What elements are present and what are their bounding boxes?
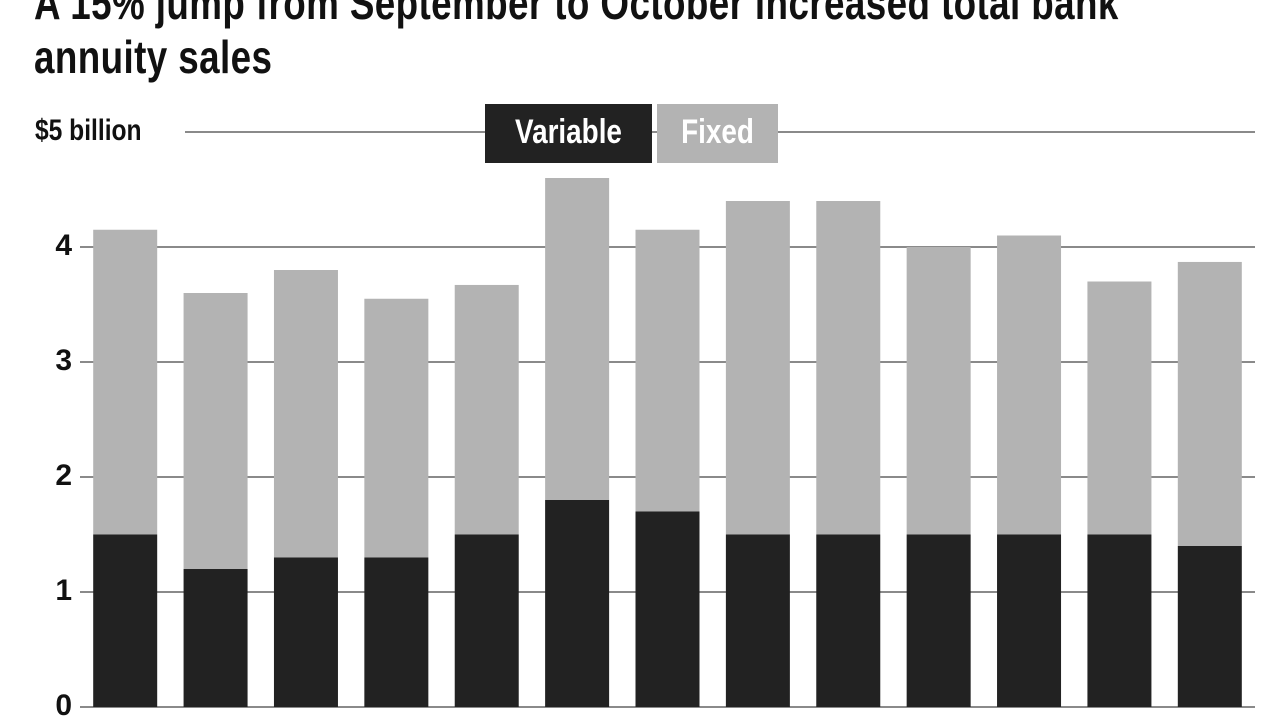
- bar-segment: [93, 534, 158, 707]
- bar-segment: [454, 534, 519, 707]
- bar-segment: [545, 178, 610, 500]
- legend-label: Variable: [515, 112, 622, 150]
- bar-segment: [635, 229, 700, 512]
- y-tick-label: 2: [55, 459, 72, 492]
- chart-title: A 15% jump from September to October inc…: [34, 0, 1119, 83]
- bar-segment: [183, 293, 248, 569]
- bar-segment: [997, 534, 1062, 707]
- bar-segment: [1177, 546, 1242, 707]
- bar-segment: [1087, 534, 1152, 707]
- bar-segment: [183, 569, 248, 707]
- bar-segment: [364, 557, 429, 707]
- y-tick-label: 1: [55, 574, 72, 607]
- y-tick-label: 3: [55, 344, 72, 377]
- bar-segment: [906, 534, 971, 707]
- bar-segment: [906, 247, 971, 535]
- bar-segment: [816, 201, 881, 535]
- bar-segment: [635, 511, 700, 707]
- bar-segment: [1177, 261, 1242, 546]
- bar-segment: [1087, 281, 1152, 535]
- y-tick-label: 0: [55, 689, 72, 720]
- bar-segment: [364, 298, 429, 558]
- bar-segment: [273, 557, 338, 707]
- y-tick-label: $5 billion: [35, 113, 142, 147]
- bar-segment: [816, 534, 881, 707]
- bar-segment: [725, 201, 790, 535]
- legend-label: Fixed: [681, 112, 754, 150]
- legend-swatch: [485, 104, 652, 163]
- bar-segment: [273, 270, 338, 558]
- bar-segment: [997, 235, 1062, 535]
- bar-segment: [725, 534, 790, 707]
- bar-segment: [454, 284, 519, 535]
- bar-segment: [93, 229, 158, 535]
- legend-swatch: [657, 104, 778, 163]
- y-tick-label: 4: [55, 229, 72, 262]
- bar-segment: [545, 500, 610, 707]
